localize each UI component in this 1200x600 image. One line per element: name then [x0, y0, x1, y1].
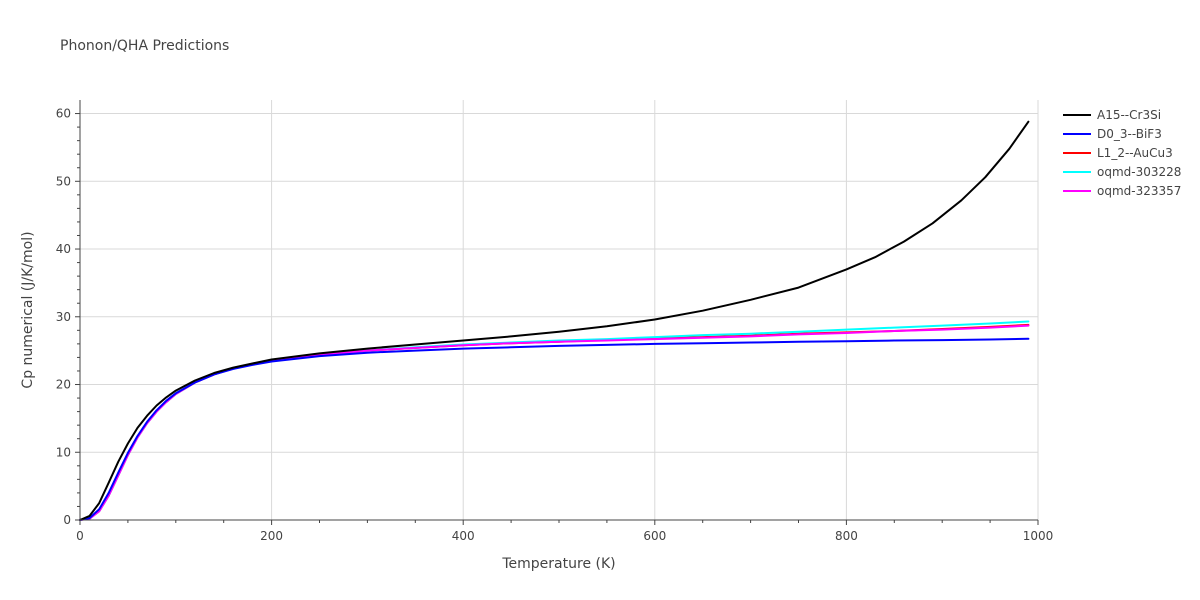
y-tick-label: 10 — [56, 445, 71, 459]
legend-label: oqmd-323357 — [1097, 184, 1181, 198]
legend-item[interactable]: oqmd-303228 — [1063, 165, 1181, 179]
legend-item[interactable]: D0_3--BiF3 — [1063, 127, 1162, 141]
tick-labels: 0 200 400 600 800 1000 0 10 20 30 40 50 60 — [56, 107, 1054, 543]
series-line-oqmd-323357 — [79, 324, 1030, 521]
legend[interactable]: A15--Cr3Si D0_3--BiF3 L1_2--AuCu3 oqmd-3032… — [1063, 108, 1181, 198]
x-tick-label: 400 — [452, 529, 475, 543]
series-line-L1_2--AuCu3 — [79, 323, 1030, 521]
y-tick-label: 20 — [56, 378, 71, 392]
x-tick-label: 1000 — [1023, 529, 1054, 543]
x-axis-title: Temperature (K) — [501, 556, 615, 572]
legend-label: D0_3--BiF3 — [1097, 127, 1162, 141]
y-tick-label: 40 — [56, 242, 71, 256]
legend-item[interactable]: A15--Cr3Si — [1063, 108, 1161, 122]
x-tick-label: 0 — [76, 529, 84, 543]
y-tick-label: 60 — [56, 107, 71, 121]
y-axis-title: Cp numerical (J/K/mol) — [20, 231, 36, 388]
y-tick-label: 50 — [56, 174, 71, 188]
x-tick-label: 200 — [260, 529, 283, 543]
series-layer — [79, 120, 1030, 521]
axes — [75, 100, 1039, 525]
y-tick-label: 30 — [56, 310, 71, 324]
x-tick-label: 800 — [835, 529, 858, 543]
y-tick-label: 0 — [63, 513, 71, 527]
grid-lines — [80, 100, 1039, 520]
series-line-A15--Cr3Si — [79, 120, 1030, 521]
legend-item[interactable]: oqmd-323357 — [1063, 184, 1181, 198]
legend-label: oqmd-303228 — [1097, 165, 1181, 179]
x-tick-label: 600 — [643, 529, 666, 543]
series-line-D0_3--BiF3 — [79, 337, 1030, 521]
legend-item[interactable]: L1_2--AuCu3 — [1063, 146, 1173, 160]
legend-label: A15--Cr3Si — [1097, 108, 1161, 122]
series-line-oqmd-303228 — [79, 320, 1030, 521]
legend-label: L1_2--AuCu3 — [1097, 146, 1173, 160]
chart-title: Phonon/QHA Predictions — [60, 38, 229, 54]
